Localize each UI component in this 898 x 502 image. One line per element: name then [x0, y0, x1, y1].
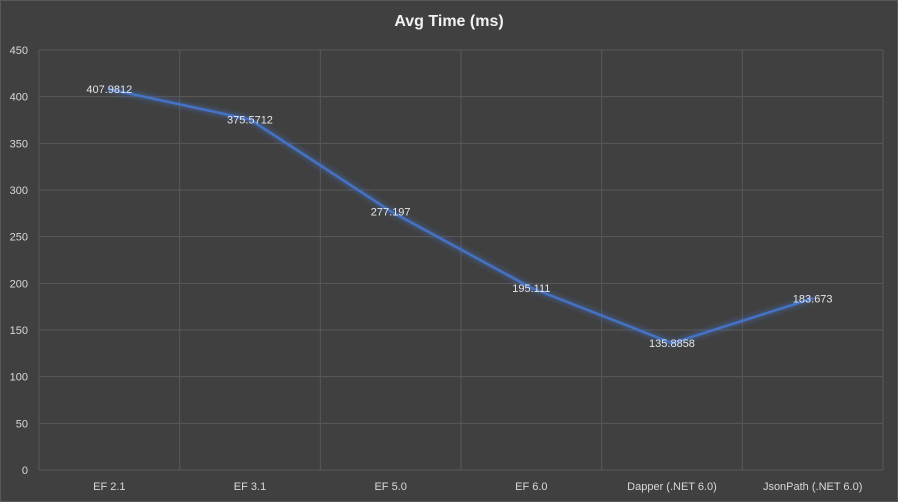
x-tick-label: EF 3.1 — [234, 481, 266, 493]
data-label: 375.5712 — [227, 114, 273, 126]
data-label: 135.8858 — [649, 338, 695, 350]
chart-title: Avg Time (ms) — [394, 13, 504, 30]
y-tick-label: 400 — [10, 92, 28, 104]
y-tick-label: 150 — [10, 325, 28, 337]
data-label: 183.673 — [793, 294, 833, 306]
data-label: 195.111 — [512, 283, 550, 295]
y-tick-label: 350 — [10, 138, 28, 150]
y-tick-label: 300 — [10, 185, 28, 197]
x-tick-label: EF 6.0 — [515, 481, 547, 493]
y-tick-label: 200 — [10, 278, 28, 290]
y-tick-label: 250 — [10, 232, 28, 244]
x-tick-label: JsonPath (.NET 6.0) — [763, 481, 862, 493]
y-tick-label: 450 — [10, 45, 28, 57]
y-tick-label: 50 — [16, 418, 28, 430]
x-tick-label: EF 2.1 — [93, 481, 125, 493]
data-label: 277.197 — [371, 206, 411, 218]
x-tick-label: Dapper (.NET 6.0) — [627, 481, 717, 493]
y-tick-label: 100 — [10, 372, 28, 384]
series-line — [108, 87, 814, 345]
x-tick-label: EF 5.0 — [374, 481, 406, 493]
y-tick-label: 0 — [22, 465, 28, 477]
data-label: 407.9812 — [86, 84, 132, 96]
